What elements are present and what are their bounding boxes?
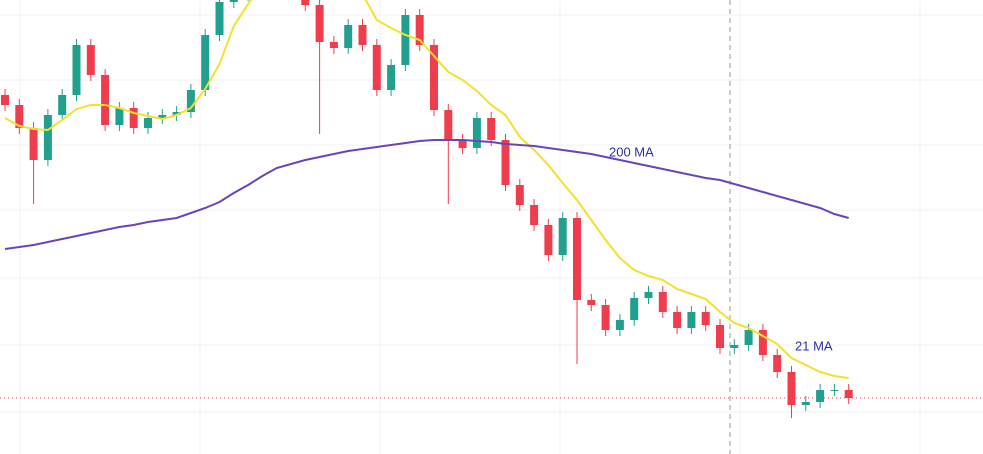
line-label: 200 MA xyxy=(609,144,654,159)
candle-body xyxy=(458,140,467,148)
candle-body xyxy=(716,325,724,348)
candle-body xyxy=(29,128,38,160)
candle-body xyxy=(301,0,310,5)
candle-body xyxy=(644,292,653,298)
candle-body xyxy=(758,330,767,355)
candle-body xyxy=(444,110,453,140)
candle-body xyxy=(687,312,696,328)
candle-body xyxy=(658,292,667,312)
candle-body xyxy=(358,25,367,45)
candle-body xyxy=(58,95,67,115)
candle-body xyxy=(801,402,810,405)
candle-body xyxy=(387,65,396,90)
candle-body xyxy=(115,108,124,125)
candle-body xyxy=(315,5,324,42)
candle-body xyxy=(844,390,853,398)
candle-body xyxy=(1,95,9,105)
candle-body xyxy=(573,218,581,300)
candle-body xyxy=(601,305,610,330)
candle-body xyxy=(630,298,639,320)
candle-body xyxy=(101,75,110,125)
candle-body xyxy=(144,118,152,128)
moving-average-line xyxy=(4,139,849,250)
candle-body xyxy=(730,345,739,348)
moving-average-line xyxy=(4,0,849,379)
candle-body xyxy=(816,390,825,402)
candle-body xyxy=(372,45,381,90)
candle-body xyxy=(186,90,195,112)
candle-body xyxy=(744,330,753,345)
candle-body xyxy=(15,105,24,128)
candle-body xyxy=(587,300,596,305)
candle-body xyxy=(487,118,496,140)
candle-body xyxy=(472,118,481,148)
candle-body xyxy=(72,45,81,95)
candle-body xyxy=(558,218,567,255)
candle-body xyxy=(201,35,210,90)
candle-body xyxy=(415,15,424,45)
candle-body xyxy=(544,225,553,255)
candle-body xyxy=(787,372,796,405)
candle-body xyxy=(43,115,52,160)
candle-body xyxy=(129,108,138,128)
line-label: 21 MA xyxy=(795,338,833,353)
candle-body xyxy=(530,205,539,225)
candle-body xyxy=(430,45,438,110)
candle-body xyxy=(501,140,510,185)
candle-body xyxy=(515,185,524,205)
candle-body xyxy=(172,112,181,115)
candle-body xyxy=(830,390,839,391)
candle-body xyxy=(215,2,224,35)
candle-body xyxy=(229,0,238,2)
candle-body xyxy=(615,320,624,330)
candle-body xyxy=(158,115,167,118)
candle-body xyxy=(701,312,710,325)
candle-body xyxy=(401,15,410,65)
candle-body xyxy=(329,42,338,48)
candle-body xyxy=(344,25,353,48)
candle-body xyxy=(773,355,782,372)
candle-body xyxy=(673,312,682,328)
candle-body xyxy=(86,45,95,75)
